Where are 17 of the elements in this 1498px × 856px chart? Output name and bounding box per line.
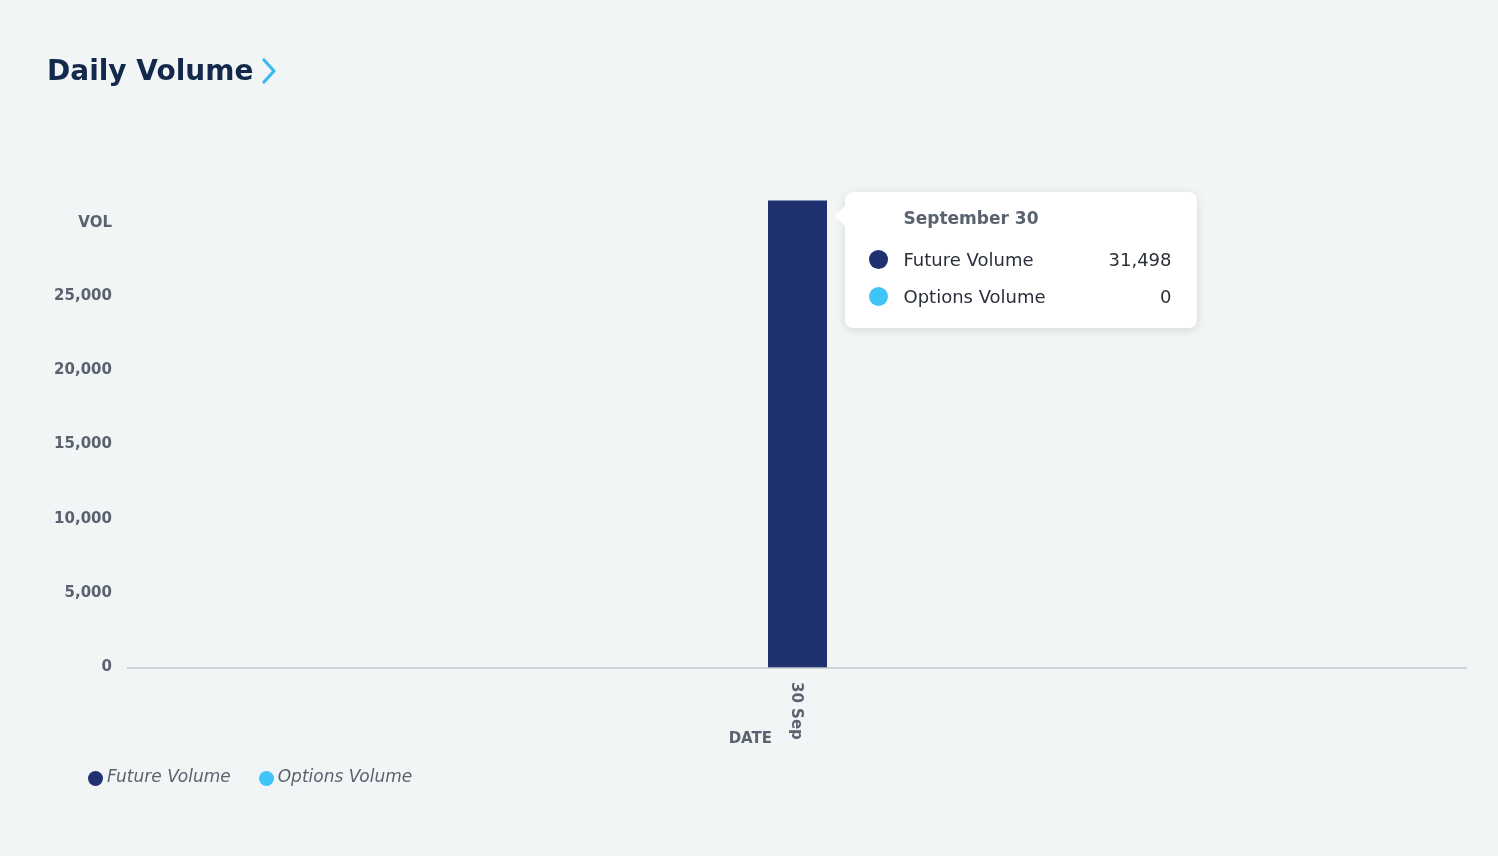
y-tick-label: 15,000 <box>54 434 112 453</box>
x-tick-label: 30 Sep <box>788 682 806 741</box>
x-axis-title: DATE <box>728 729 772 747</box>
annotation: Future Volume <box>903 248 1035 270</box>
chart-title: Daily Volume <box>47 54 254 87</box>
y-tick-label: 10,000 <box>54 508 112 527</box>
annotation: September 30 <box>903 208 1039 229</box>
annotation: 31,498 <box>1108 248 1172 270</box>
legend-label: Future Volume <box>107 766 231 786</box>
annotation: Options Volume <box>903 285 1047 307</box>
y-tick-label: 5,000 <box>64 582 112 601</box>
y-tick-label: 20,000 <box>54 360 112 379</box>
legend-label: Options Volume <box>277 766 413 786</box>
y-tick-label: 25,000 <box>54 285 112 304</box>
y-tick-label: 0 <box>101 657 112 675</box>
annotation: 0 <box>1160 285 1172 307</box>
y-axis-title: VOL <box>78 213 112 231</box>
